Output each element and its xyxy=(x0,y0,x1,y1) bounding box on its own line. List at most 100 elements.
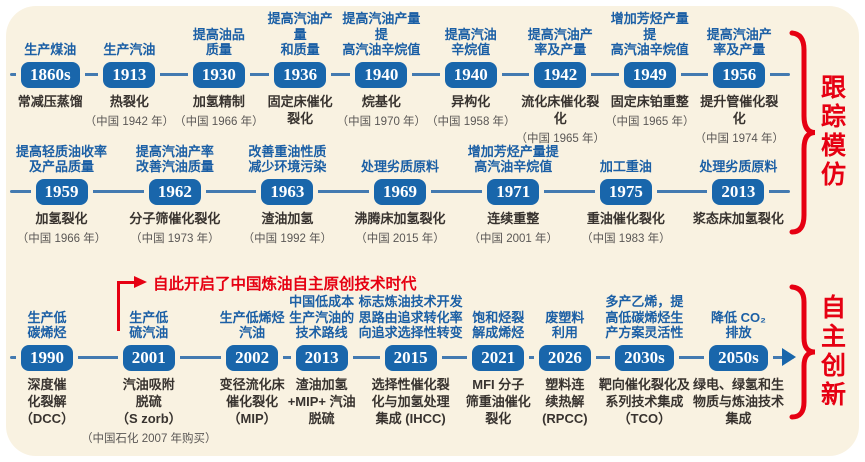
year-badge-wrap: 1949 xyxy=(618,62,681,88)
node-description: 废塑料 利用 xyxy=(545,309,585,341)
year-badge: 1975 xyxy=(599,179,652,205)
timeline-node: 生产低 硫汽油 2001 汽油吸附 脱硫 （S zorb） （中国石化 2007 年购… xyxy=(81,279,216,446)
timeline-nodes: 提高轻质油收率 及产品质量 1959 加氢裂化 （中国 1966 年） 提高汽油产率 改… xyxy=(14,129,786,246)
timeline-node: 饱和烃裂 解成烯烃 2021 MFI 分子 筛重油催化 裂化 xyxy=(466,279,531,428)
technology-name: 深度催 化裂解 （DCC） xyxy=(19,377,75,426)
technology-name: 汽油吸附 脱硫 （S zorb） xyxy=(115,377,182,426)
technology-name: 分子筛催化裂化 xyxy=(129,211,221,226)
timeline-node: 提高汽油产 率及产量 1942 流化床催化裂化 （中国 1965 年） xyxy=(516,12,605,146)
annotation-text: 自此开启了中国炼油自主原创技术时代 xyxy=(153,276,417,293)
year-badge-wrap: 2013 xyxy=(290,345,353,371)
timeline-nodes: 生产煤油 1860s 常减压蒸馏 生产汽油 1913 热裂化 （中国 1942 年） 提高油品… xyxy=(14,11,786,146)
technology-name: 提升管催化裂化 xyxy=(700,94,779,126)
year-badge-wrap: 2001 xyxy=(117,345,180,371)
arrow-right-icon xyxy=(134,276,147,288)
year-badge: 2030s xyxy=(615,345,674,371)
timeline-node: 生产低烯烃 汽油 2002 变径流化床 催化裂化 （MIP） xyxy=(220,279,285,428)
annotation-connector-line xyxy=(117,281,120,331)
year-badge-wrap: 2050s xyxy=(704,345,773,371)
year-badge-wrap: 2026 xyxy=(533,345,596,371)
timeline-node: 标志炼油技术开发 思路由追求转化率 向追求选择性转变 2015 选择性催化裂 化与加… xyxy=(359,279,463,428)
technology-name: 重油催化裂化 xyxy=(586,211,665,226)
timeline-node: 处理劣质原料 1969 沸腾床加氢裂化 （中国 2015 年） xyxy=(354,129,445,246)
annotation-connector-line xyxy=(117,281,134,284)
bracket-label-innovation: 自主创新 xyxy=(817,294,846,410)
year-badge: 2015 xyxy=(384,345,437,371)
china-adoption-year: （中国 1942 年） xyxy=(84,115,175,128)
timeline-node: 中国低成本 生产汽油的 技术路线 2013 渣油加氢 +MIP+ 汽油 脱硫 xyxy=(288,279,356,428)
year-badge: 1990 xyxy=(21,345,73,371)
year-badge: 1969 xyxy=(373,179,426,205)
node-description: 处理劣质原料 xyxy=(360,159,439,175)
year-badge: 1940 xyxy=(444,62,497,88)
timeline-node: 废塑料 利用 2026 塑料连 续热解 (RPCC) xyxy=(533,279,596,428)
timeline-node: 生产煤油 1860s 常减压蒸馏 xyxy=(16,12,85,111)
year-badge: 2001 xyxy=(122,345,175,371)
node-description: 提高汽油 辛烷值 xyxy=(444,26,497,58)
year-badge: 1959 xyxy=(35,179,88,205)
timeline-node: 增加芳烃产量提 高汽油辛烷值 1971 连续重整 （中国 2001 年） xyxy=(468,129,559,246)
china-adoption-year: （中国 1970 年） xyxy=(336,115,427,128)
china-adoption-year: （中国 1966 年） xyxy=(174,115,264,128)
timeline-node: 改善重油性质 减少环境污染 1963 渣油加氢 （中国 1992 年） xyxy=(243,129,332,246)
china-adoption-year: （中国 2001 年） xyxy=(468,232,559,245)
year-badge-wrap: 1940 xyxy=(350,62,413,88)
timeline-row-top: 生产煤油 1860s 常减压蒸馏 生产汽油 1913 热裂化 （中国 1942 年） 提高油品… xyxy=(10,11,790,146)
technology-name: 变径流化床 催化裂化 （MIP） xyxy=(219,377,285,426)
year-badge-wrap: 1936 xyxy=(269,62,332,88)
timeline-row-bottom: 生产低 碳烯烃 1990 深度催 化裂解 （DCC） 生产低 硫汽油 2001 汽油吸附 … xyxy=(10,279,796,446)
timeline-node: 多产乙烯，提 高低碳烯烃生 产方案灵活性 2030s 靶向催化裂化及 系列技术集成 … xyxy=(599,279,690,428)
technology-name: 热裂化 xyxy=(109,94,149,109)
bracket-label-imitation: 跟踪模仿 xyxy=(817,74,846,190)
year-badge-wrap: 1940 xyxy=(439,62,502,88)
china-adoption-year: （中国 1966 年） xyxy=(16,232,107,245)
technology-name: 固定床铂重整 xyxy=(610,94,689,109)
year-badge-wrap: 1971 xyxy=(482,179,545,205)
timeline-node: 降低 CO₂ 排放 2050s 绿电、绿氢和生 物质与炼油技术 集成 xyxy=(693,279,784,428)
year-badge: 2013 xyxy=(295,345,348,371)
china-adoption-year: （中国 1958 年） xyxy=(426,115,516,128)
year-badge: 1949 xyxy=(623,62,676,88)
timeline-nodes: 生产低 碳烯烃 1990 深度催 化裂解 （DCC） 生产低 硫汽油 2001 汽油吸附 … xyxy=(14,279,786,446)
year-badge-wrap: 2015 xyxy=(379,345,442,371)
china-adoption-year: （中国 1983 年） xyxy=(581,232,671,245)
year-badge: 1971 xyxy=(487,179,540,205)
year-badge: 2013 xyxy=(712,179,765,205)
year-badge-wrap: 2002 xyxy=(221,345,284,371)
year-badge: 1962 xyxy=(148,179,201,205)
china-adoption-year: （中国 2015 年） xyxy=(355,232,445,245)
year-badge: 2026 xyxy=(538,345,591,371)
curly-brace-icon xyxy=(789,284,816,420)
node-description: 提高汽油产率 改善汽油质量 xyxy=(135,143,214,175)
node-description: 生产低 硫汽油 xyxy=(129,309,169,341)
node-description: 生产低烯烃 汽油 xyxy=(219,309,285,341)
timeline-node: 提高汽油产量 和质量 1936 固定床催化 裂化 xyxy=(264,11,337,128)
year-badge-wrap: 1942 xyxy=(529,62,592,88)
technology-name: 加氢精制 xyxy=(192,94,245,109)
year-badge: 1940 xyxy=(355,62,408,88)
year-badge-wrap: 1975 xyxy=(594,179,657,205)
timeline-node: 生产低 碳烯烃 1990 深度催 化裂解 （DCC） xyxy=(16,279,78,428)
year-badge: 1930 xyxy=(192,62,245,88)
technology-name: 渣油加氢 +MIP+ 汽油 脱硫 xyxy=(287,377,356,426)
year-badge: 2002 xyxy=(226,345,279,371)
timeline-node: 处理劣质原料 2013 浆态床加氢裂化 xyxy=(693,129,784,228)
technology-name: 连续重整 xyxy=(487,211,540,226)
china-adoption-year: （中国 1974 年） xyxy=(694,132,784,145)
technology-name: 固定床催化 裂化 xyxy=(267,94,333,126)
node-description: 加工重油 xyxy=(599,159,652,175)
year-badge-wrap: 1969 xyxy=(368,179,431,205)
node-description: 生产煤油 xyxy=(24,42,77,58)
year-badge: 1942 xyxy=(534,62,587,88)
year-badge: 1860s xyxy=(21,62,80,88)
timeline-row-middle: 提高轻质油收率 及产品质量 1959 加氢裂化 （中国 1966 年） 提高汽油产率 改… xyxy=(10,129,790,246)
node-description: 饱和烃裂 解成烯烃 xyxy=(472,309,525,341)
year-badge: 1956 xyxy=(713,62,766,88)
china-adoption-year: （中国 1973 年） xyxy=(130,232,220,245)
china-adoption-year: （中国石化 2007 年购买） xyxy=(81,432,217,445)
node-description: 中国低成本 生产汽油的 技术路线 xyxy=(289,294,355,341)
node-description: 提高汽油产量 和质量 xyxy=(267,11,333,58)
year-badge-wrap: 1860s xyxy=(16,62,85,88)
year-badge: 2021 xyxy=(472,345,525,371)
node-description: 标志炼油技术开发 思路由追求转化率 向追求选择性转变 xyxy=(358,294,463,341)
